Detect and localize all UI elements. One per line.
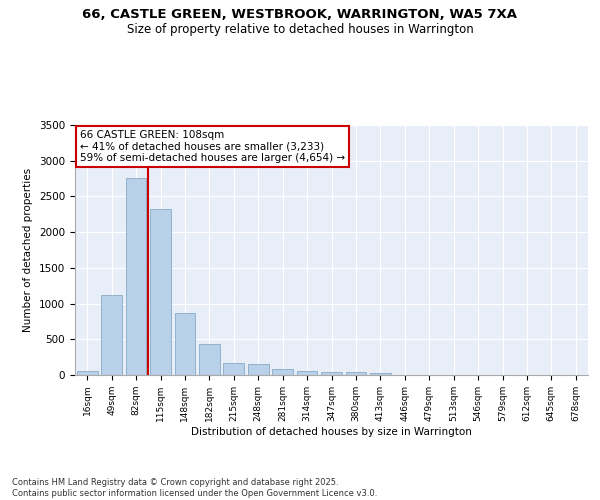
Bar <box>150 208 171 375</box>
Bar <box>175 313 196 375</box>
X-axis label: Distribution of detached houses by size in Warrington: Distribution of detached houses by size … <box>191 426 472 436</box>
Bar <box>248 364 269 375</box>
Bar <box>321 372 342 375</box>
Bar <box>296 370 317 375</box>
Bar <box>223 363 244 375</box>
Bar <box>101 295 122 375</box>
Bar <box>125 178 146 375</box>
Bar <box>272 369 293 375</box>
Text: Size of property relative to detached houses in Warrington: Size of property relative to detached ho… <box>127 22 473 36</box>
Bar <box>346 372 367 375</box>
Text: 66 CASTLE GREEN: 108sqm
← 41% of detached houses are smaller (3,233)
59% of semi: 66 CASTLE GREEN: 108sqm ← 41% of detache… <box>80 130 345 163</box>
Bar <box>370 373 391 375</box>
Text: Contains HM Land Registry data © Crown copyright and database right 2025.
Contai: Contains HM Land Registry data © Crown c… <box>12 478 377 498</box>
Text: 66, CASTLE GREEN, WESTBROOK, WARRINGTON, WA5 7XA: 66, CASTLE GREEN, WESTBROOK, WARRINGTON,… <box>83 8 517 20</box>
Bar <box>77 372 98 375</box>
Y-axis label: Number of detached properties: Number of detached properties <box>23 168 34 332</box>
Bar <box>199 344 220 375</box>
